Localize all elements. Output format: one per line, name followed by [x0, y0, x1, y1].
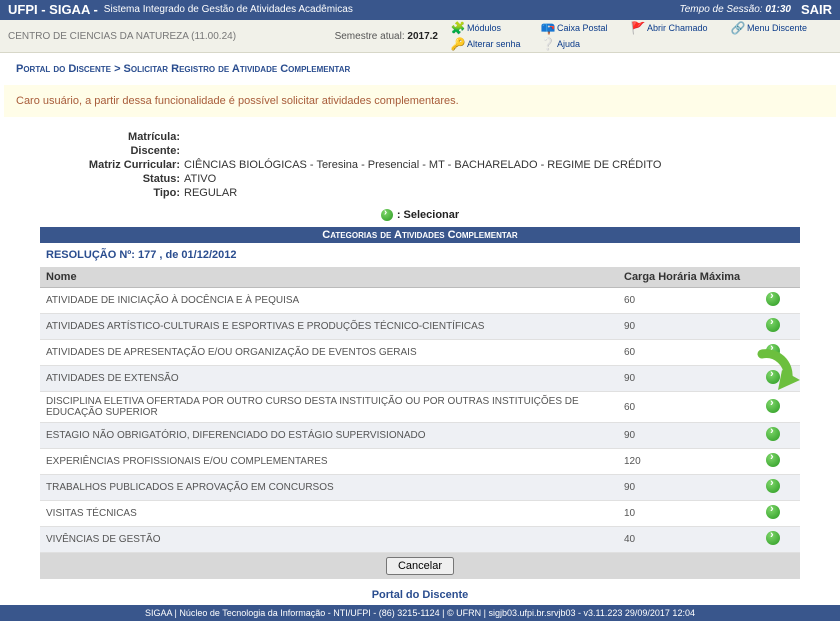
cat-carga: 40 — [618, 527, 760, 553]
cat-action — [760, 392, 800, 423]
panel-title: Categorias de Atividades Complementar — [40, 227, 800, 243]
logout-link[interactable]: SAIR — [801, 0, 832, 20]
cat-action — [760, 314, 800, 340]
portal-link[interactable]: Portal do Discente — [0, 589, 840, 601]
table-row: ATIVIDADES DE EXTENSÃO90 — [40, 366, 800, 392]
key-icon: 🔑 — [452, 38, 464, 50]
cat-carga: 60 — [618, 288, 760, 314]
topbar: UFPI - SIGAA - Sistema Integrado de Gest… — [0, 0, 840, 20]
cat-carga: 10 — [618, 501, 760, 527]
select-row-icon[interactable] — [766, 453, 780, 467]
table-row: ATIVIDADES ARTÍSTICO-CULTURAIS E ESPORTI… — [40, 314, 800, 340]
table-row: DISCIPLINA ELETIVA OFERTADA POR OUTRO CU… — [40, 392, 800, 423]
cat-action — [760, 366, 800, 392]
matriz-value: CIÊNCIAS BIOLÓGICAS - Teresina - Presenc… — [184, 159, 661, 171]
cat-nome: VIVÊNCIAS DE GESTÃO — [40, 527, 618, 553]
col-carga: Carga Horária Máxima — [618, 267, 760, 288]
cat-carga: 90 — [618, 366, 760, 392]
select-row-icon[interactable] — [766, 505, 780, 519]
select-row-icon[interactable] — [766, 479, 780, 493]
cat-action — [760, 288, 800, 314]
col-action — [760, 267, 800, 288]
cat-action — [760, 501, 800, 527]
cat-action — [760, 527, 800, 553]
semestre: Semestre atual: 2017.2 — [335, 31, 438, 42]
mail-icon: 📪 — [542, 22, 554, 34]
flag-icon: 🚩 — [632, 22, 644, 34]
matricula-label: Matrícula: — [40, 131, 184, 143]
table-row: VISITAS TÉCNICAS10 — [40, 501, 800, 527]
senha-link[interactable]: 🔑Alterar senha — [452, 36, 542, 52]
modules-icon: 🧩 — [452, 22, 464, 34]
modulos-link[interactable]: 🧩Módulos — [452, 20, 542, 36]
table-row: ATIVIDADE DE INICIAÇÃO À DOCÊNCIA E À PE… — [40, 288, 800, 314]
cat-action — [760, 423, 800, 449]
cat-carga: 60 — [618, 392, 760, 423]
tipo-value: REGULAR — [184, 187, 237, 199]
resolucao: RESOLUÇÃO Nº: 177 , de 01/12/2012 — [40, 243, 800, 267]
cancel-row: Cancelar — [40, 553, 800, 579]
session-timer: Tempo de Sessão: 01:30 — [680, 0, 791, 20]
ajuda-link[interactable]: ❔Ajuda — [542, 36, 632, 52]
cat-action — [760, 340, 800, 366]
menu-icon: 🔗 — [732, 22, 744, 34]
cat-nome: ATIVIDADES ARTÍSTICO-CULTURAIS E ESPORTI… — [40, 314, 618, 340]
cat-nome: DISCIPLINA ELETIVA OFERTADA POR OUTRO CU… — [40, 392, 618, 423]
cat-nome: ATIVIDADES DE APRESENTAÇÃO E/OU ORGANIZA… — [40, 340, 618, 366]
cat-carga: 120 — [618, 449, 760, 475]
table-row: EXPERIÊNCIAS PROFISSIONAIS E/OU COMPLEME… — [40, 449, 800, 475]
cat-carga: 60 — [618, 340, 760, 366]
menu-link[interactable]: 🔗Menu Discente — [732, 20, 832, 36]
cat-nome: ATIVIDADE DE INICIAÇÃO À DOCÊNCIA E À PE… — [40, 288, 618, 314]
select-icon — [381, 209, 393, 221]
status-value: ATIVO — [184, 173, 216, 185]
table-row: VIVÊNCIAS DE GESTÃO40 — [40, 527, 800, 553]
cat-action — [760, 475, 800, 501]
tipo-label: Tipo: — [40, 187, 184, 199]
table-row: ESTAGIO NÃO OBRIGATÓRIO, DIFERENCIADO DO… — [40, 423, 800, 449]
chamado-link[interactable]: 🚩Abrir Chamado — [632, 20, 732, 36]
toolbar: CENTRO DE CIENCIAS DA NATUREZA (11.00.24… — [0, 20, 840, 53]
matriz-label: Matriz Curricular: — [40, 159, 184, 171]
discente-label: Discente: — [40, 145, 184, 157]
select-row-icon[interactable] — [766, 370, 780, 384]
footer: SIGAA | Núcleo de Tecnologia da Informaç… — [0, 605, 840, 621]
cat-nome: EXPERIÊNCIAS PROFISSIONAIS E/OU COMPLEME… — [40, 449, 618, 475]
brand: UFPI - SIGAA - — [8, 0, 98, 20]
cat-nome: TRABALHOS PUBLICADOS E APROVAÇÃO EM CONC… — [40, 475, 618, 501]
breadcrumb: Portal do Discente > Solicitar Registro … — [0, 53, 840, 85]
categories-table: Nome Carga Horária Máxima ATIVIDADE DE I… — [40, 267, 800, 553]
notice: Caro usuário, a partir dessa funcionalid… — [4, 85, 836, 117]
caixa-link[interactable]: 📪Caixa Postal — [542, 20, 632, 36]
categories-panel: Categorias de Atividades Complementar RE… — [40, 227, 800, 579]
cancel-button[interactable]: Cancelar — [386, 557, 454, 575]
brand-sub: Sistema Integrado de Gestão de Atividade… — [104, 0, 353, 20]
toolbar-links: 🧩Módulos 📪Caixa Postal 🚩Abrir Chamado 🔗M… — [452, 20, 832, 52]
select-row-icon[interactable] — [766, 318, 780, 332]
cat-nome: ATIVIDADES DE EXTENSÃO — [40, 366, 618, 392]
cat-nome: VISITAS TÉCNICAS — [40, 501, 618, 527]
col-nome: Nome — [40, 267, 618, 288]
legend: : Selecionar — [0, 209, 840, 221]
cat-carga: 90 — [618, 314, 760, 340]
select-row-icon[interactable] — [766, 399, 780, 413]
select-row-icon[interactable] — [766, 344, 780, 358]
status-label: Status: — [40, 173, 184, 185]
table-row: TRABALHOS PUBLICADOS E APROVAÇÃO EM CONC… — [40, 475, 800, 501]
student-info: Matrícula: Discente: Matriz Curricular:C… — [40, 131, 800, 199]
cat-carga: 90 — [618, 475, 760, 501]
select-row-icon[interactable] — [766, 531, 780, 545]
select-row-icon[interactable] — [766, 292, 780, 306]
help-icon: ❔ — [542, 38, 554, 50]
table-row: ATIVIDADES DE APRESENTAÇÃO E/OU ORGANIZA… — [40, 340, 800, 366]
center-label: CENTRO DE CIENCIAS DA NATUREZA (11.00.24… — [8, 31, 236, 42]
cat-action — [760, 449, 800, 475]
cat-carga: 90 — [618, 423, 760, 449]
select-row-icon[interactable] — [766, 427, 780, 441]
cat-nome: ESTAGIO NÃO OBRIGATÓRIO, DIFERENCIADO DO… — [40, 423, 618, 449]
